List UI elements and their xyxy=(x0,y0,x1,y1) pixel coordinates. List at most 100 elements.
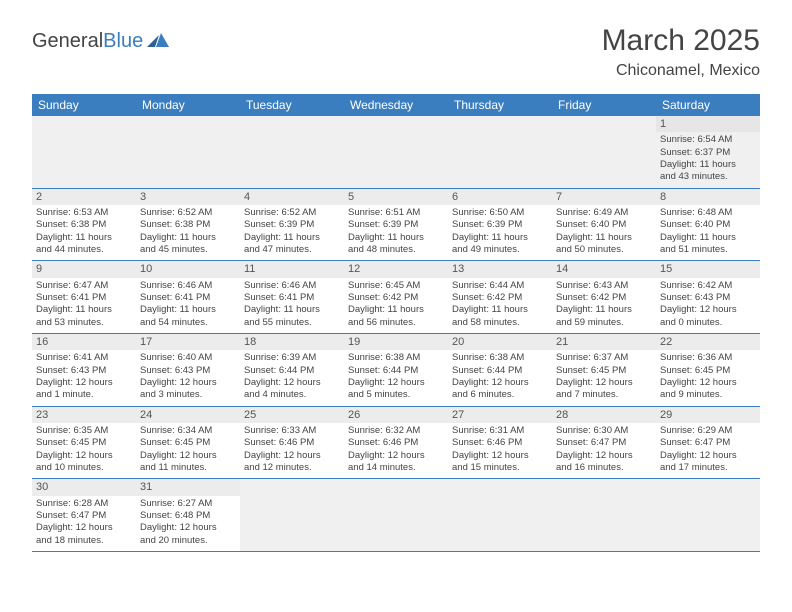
calendar-week-row: 23 Sunrise: 6:35 AM Sunset: 6:45 PM Dayligh… xyxy=(32,406,760,479)
calendar-cell: 28Sunrise: 6:30 AMSunset: 6:47 PMDayligh… xyxy=(552,406,656,479)
sunset-text: Sunset: 6:45 PM xyxy=(140,437,236,449)
calendar-cell: 8Sunrise: 6:48 AMSunset: 6:40 PMDaylight… xyxy=(656,188,760,261)
day-number: 23 xyxy=(32,407,136,423)
daylight-text: and 56 minutes. xyxy=(348,317,444,329)
daylight-text: and 14 minutes. xyxy=(348,462,444,474)
logo: GeneralBlue xyxy=(32,30,169,53)
daylight-text: Daylight: 11 hours xyxy=(556,232,652,244)
day-number: 31 xyxy=(136,479,240,495)
sunset-text: Sunset: 6:43 PM xyxy=(36,365,132,377)
calendar-cell: 16Sunrise: 6:41 AMSunset: 6:43 PMDayligh… xyxy=(32,334,136,407)
daylight-text: and 7 minutes. xyxy=(556,389,652,401)
calendar-cell xyxy=(344,479,448,552)
calendar-cell: 13Sunrise: 6:44 AMSunset: 6:42 PMDayligh… xyxy=(448,261,552,334)
sunset-text: Sunset: 6:47 PM xyxy=(36,510,132,522)
sunrise-text: Sunrise: 6:37 AM xyxy=(556,352,652,364)
sunset-text: Sunset: 6:48 PM xyxy=(140,510,236,522)
daylight-text: and 43 minutes. xyxy=(660,171,756,183)
calendar-cell xyxy=(32,116,136,188)
day-number: 18 xyxy=(240,334,344,350)
calendar-cell: 7Sunrise: 6:49 AMSunset: 6:40 PMDaylight… xyxy=(552,188,656,261)
daylight-text: and 4 minutes. xyxy=(244,389,340,401)
calendar-cell: 29Sunrise: 6:29 AMSunset: 6:47 PMDayligh… xyxy=(656,406,760,479)
sunrise-text: Sunrise: 6:35 AM xyxy=(36,425,132,437)
sunset-text: Sunset: 6:41 PM xyxy=(36,292,132,304)
daylight-text: and 45 minutes. xyxy=(140,244,236,256)
sunset-text: Sunset: 6:39 PM xyxy=(244,219,340,231)
sunset-text: Sunset: 6:46 PM xyxy=(244,437,340,449)
daylight-text: and 17 minutes. xyxy=(660,462,756,474)
calendar-cell: 3Sunrise: 6:52 AMSunset: 6:38 PMDaylight… xyxy=(136,188,240,261)
daylight-text: and 9 minutes. xyxy=(660,389,756,401)
sunrise-text: Sunrise: 6:43 AM xyxy=(556,280,652,292)
day-header-row: Sunday Monday Tuesday Wednesday Thursday… xyxy=(32,94,760,116)
daylight-text: and 51 minutes. xyxy=(660,244,756,256)
day-number: 25 xyxy=(240,407,344,423)
calendar-cell: 22Sunrise: 6:36 AMSunset: 6:45 PMDayligh… xyxy=(656,334,760,407)
sunrise-text: Sunrise: 6:42 AM xyxy=(660,280,756,292)
sunset-text: Sunset: 6:42 PM xyxy=(348,292,444,304)
header: GeneralBlue March 2025 Chiconamel, Mexic… xyxy=(32,24,760,80)
daylight-text: and 3 minutes. xyxy=(140,389,236,401)
daylight-text: Daylight: 12 hours xyxy=(244,377,340,389)
calendar-cell xyxy=(552,479,656,552)
sunrise-text: Sunrise: 6:38 AM xyxy=(348,352,444,364)
daylight-text: and 53 minutes. xyxy=(36,317,132,329)
page-subtitle: Chiconamel, Mexico xyxy=(602,62,760,80)
calendar-cell: 30Sunrise: 6:28 AMSunset: 6:47 PMDayligh… xyxy=(32,479,136,552)
daylight-text: and 20 minutes. xyxy=(140,535,236,547)
daylight-text: Daylight: 11 hours xyxy=(36,232,132,244)
daylight-text: Daylight: 12 hours xyxy=(556,450,652,462)
daylight-text: Daylight: 12 hours xyxy=(36,450,132,462)
calendar-cell: 1Sunrise: 6:54 AMSunset: 6:37 PMDaylight… xyxy=(656,116,760,188)
calendar-cell xyxy=(344,116,448,188)
daylight-text: Daylight: 11 hours xyxy=(452,232,548,244)
daylight-text: Daylight: 11 hours xyxy=(556,304,652,316)
calendar-cell: 15Sunrise: 6:42 AMSunset: 6:43 PMDayligh… xyxy=(656,261,760,334)
sunrise-text: Sunrise: 6:30 AM xyxy=(556,425,652,437)
sunset-text: Sunset: 6:38 PM xyxy=(36,219,132,231)
calendar-cell: 10Sunrise: 6:46 AMSunset: 6:41 PMDayligh… xyxy=(136,261,240,334)
day-number: 10 xyxy=(136,261,240,277)
day-number: 12 xyxy=(344,261,448,277)
daylight-text: and 18 minutes. xyxy=(36,535,132,547)
sunset-text: Sunset: 6:46 PM xyxy=(452,437,548,449)
sunrise-text: Sunrise: 6:48 AM xyxy=(660,207,756,219)
calendar-week-row: 16Sunrise: 6:41 AMSunset: 6:43 PMDayligh… xyxy=(32,334,760,407)
sunrise-text: Sunrise: 6:52 AM xyxy=(244,207,340,219)
day-number: 7 xyxy=(552,189,656,205)
daylight-text: and 16 minutes. xyxy=(556,462,652,474)
day-number: 5 xyxy=(344,189,448,205)
sunrise-text: Sunrise: 6:40 AM xyxy=(140,352,236,364)
daylight-text: and 48 minutes. xyxy=(348,244,444,256)
calendar-cell: 12Sunrise: 6:45 AMSunset: 6:42 PMDayligh… xyxy=(344,261,448,334)
sunset-text: Sunset: 6:45 PM xyxy=(660,365,756,377)
sunrise-text: Sunrise: 6:46 AM xyxy=(140,280,236,292)
sunset-text: Sunset: 6:41 PM xyxy=(244,292,340,304)
daylight-text: Daylight: 12 hours xyxy=(36,377,132,389)
daylight-text: Daylight: 12 hours xyxy=(452,450,548,462)
daylight-text: and 10 minutes. xyxy=(36,462,132,474)
sunset-text: Sunset: 6:47 PM xyxy=(660,437,756,449)
day-number: 15 xyxy=(656,261,760,277)
sunrise-text: Sunrise: 6:31 AM xyxy=(452,425,548,437)
day-number: 29 xyxy=(656,407,760,423)
sunset-text: Sunset: 6:44 PM xyxy=(348,365,444,377)
sunrise-text: Sunrise: 6:44 AM xyxy=(452,280,548,292)
daylight-text: and 50 minutes. xyxy=(556,244,652,256)
day-number: 26 xyxy=(344,407,448,423)
sunrise-text: Sunrise: 6:50 AM xyxy=(452,207,548,219)
calendar-cell xyxy=(240,116,344,188)
day-number: 19 xyxy=(344,334,448,350)
daylight-text: and 55 minutes. xyxy=(244,317,340,329)
sunrise-text: Sunrise: 6:52 AM xyxy=(140,207,236,219)
day-number: 8 xyxy=(656,189,760,205)
sunset-text: Sunset: 6:46 PM xyxy=(348,437,444,449)
sunset-text: Sunset: 6:42 PM xyxy=(556,292,652,304)
day-number: 22 xyxy=(656,334,760,350)
day-number: 3 xyxy=(136,189,240,205)
day-number: 28 xyxy=(552,407,656,423)
daylight-text: Daylight: 12 hours xyxy=(660,450,756,462)
daylight-text: Daylight: 12 hours xyxy=(452,377,548,389)
page-title: March 2025 xyxy=(602,24,760,58)
